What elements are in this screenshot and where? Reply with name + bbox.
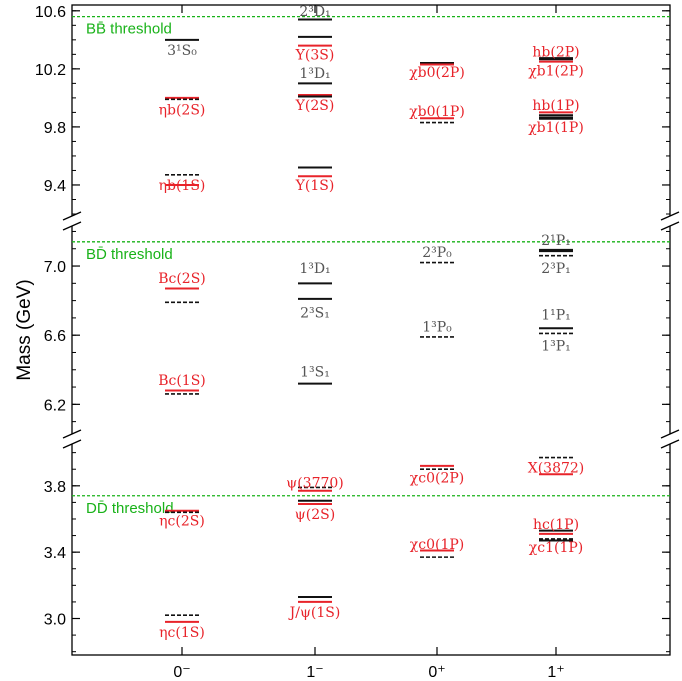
x-tick-label: 1⁺ bbox=[547, 664, 564, 681]
axis-break-mark bbox=[62, 429, 82, 439]
state-label: Υ(1S) bbox=[295, 178, 335, 194]
state-label: ψ(3770) bbox=[286, 475, 344, 491]
x-tick-label: 1⁻ bbox=[306, 664, 323, 681]
state-label: χc0(2P) bbox=[410, 471, 464, 487]
state-label: Υ(2S) bbox=[295, 98, 335, 114]
state-label: χc0(1P) bbox=[410, 537, 464, 553]
state-label: ηb(2S) bbox=[159, 103, 206, 119]
threshold-label-bc: BD̄ threshold bbox=[86, 246, 173, 263]
axis-break-mask bbox=[662, 216, 678, 226]
axis-break-mark bbox=[660, 211, 680, 221]
state-label: X(3872) bbox=[528, 461, 585, 477]
state-label: 1³S₁ bbox=[300, 364, 330, 380]
x-tick-label: 0⁺ bbox=[428, 664, 445, 681]
levels bbox=[165, 18, 573, 623]
threshold-label-charmonium: DD̄ threshold bbox=[86, 500, 174, 517]
axes: 9.4 9.8 10.2 10.6 6.2 6.6 7.0 3.0 3.4 3.8 0⁻ 1⁻ 0⁺ 1⁺ bbox=[35, 4, 680, 681]
state-label: 1³P₀ bbox=[422, 320, 452, 336]
state-label: J/ψ(1S) bbox=[288, 605, 341, 621]
y-tick-label: 3.8 bbox=[44, 479, 66, 496]
axis-break-mark bbox=[62, 439, 82, 449]
axis-break-mark bbox=[62, 211, 82, 221]
y-tick-label: 10.2 bbox=[35, 62, 66, 79]
state-label: 1¹P₁ bbox=[541, 307, 571, 323]
state-label: 1³D₁ bbox=[299, 261, 330, 277]
state-label: Υ(3S) bbox=[295, 47, 335, 63]
state-label: ηc(1S) bbox=[159, 625, 205, 641]
state-label: 1³P₁ bbox=[541, 339, 571, 355]
axis-break-mark bbox=[62, 221, 82, 231]
state-label: Bc(1S) bbox=[158, 373, 206, 389]
y-tick-label: 7.0 bbox=[44, 259, 66, 276]
state-label: 1³D₁ bbox=[299, 66, 330, 82]
state-label: ηc(2S) bbox=[159, 514, 205, 530]
axis-break-mask bbox=[64, 216, 80, 226]
y-axis-label: Mass (GeV) bbox=[14, 279, 35, 380]
state-label: χb1(1P) bbox=[528, 120, 584, 136]
y-tick-label: 6.2 bbox=[44, 397, 66, 414]
state-label: 3¹S₀ bbox=[167, 43, 197, 59]
state-label: hb(2P) bbox=[532, 44, 579, 60]
y-tick-label: 3.0 bbox=[44, 612, 66, 629]
level-labels: 3¹S₀ηb(2S)ηb(1S)2³D₁Υ(3S)1³D₁Υ(2S)Υ(1S)χ… bbox=[158, 4, 584, 641]
state-label: 2³S₁ bbox=[300, 306, 330, 322]
state-label: χc1(1P) bbox=[529, 540, 583, 556]
axis-break-mask bbox=[64, 434, 80, 444]
y-tick-label: 3.4 bbox=[44, 545, 66, 562]
state-label: Bc(2S) bbox=[158, 271, 206, 287]
y-tick-label: 9.4 bbox=[44, 178, 66, 195]
y-tick-label: 9.8 bbox=[44, 120, 66, 137]
x-tick-label: 0⁻ bbox=[173, 664, 190, 681]
axis-break-mark bbox=[660, 221, 680, 231]
axis-break-mask bbox=[662, 434, 678, 444]
thresholds: BB̄ threshold BD̄ threshold DD̄ threshold bbox=[72, 15, 670, 517]
state-label: χb0(2P) bbox=[409, 65, 465, 81]
state-label: ψ(2S) bbox=[295, 507, 335, 523]
state-label: hb(1P) bbox=[532, 98, 579, 114]
state-label: χb0(1P) bbox=[409, 104, 465, 120]
plot-frame bbox=[71, 4, 671, 656]
y-tick-label: 6.6 bbox=[44, 328, 66, 345]
y-tick-label: 10.6 bbox=[35, 4, 66, 21]
state-label: 2³P₁ bbox=[541, 261, 571, 277]
state-label: hc(1P) bbox=[533, 517, 579, 533]
threshold-label-bottomonium: BB̄ threshold bbox=[86, 21, 172, 38]
axis-break-mark bbox=[660, 439, 680, 449]
state-label: 2³P₀ bbox=[422, 245, 452, 261]
state-label: ηb(1S) bbox=[159, 178, 206, 194]
state-label: 2¹P₁ bbox=[541, 233, 571, 249]
axis-break-mark bbox=[660, 429, 680, 439]
state-label: χb1(2P) bbox=[528, 63, 584, 79]
